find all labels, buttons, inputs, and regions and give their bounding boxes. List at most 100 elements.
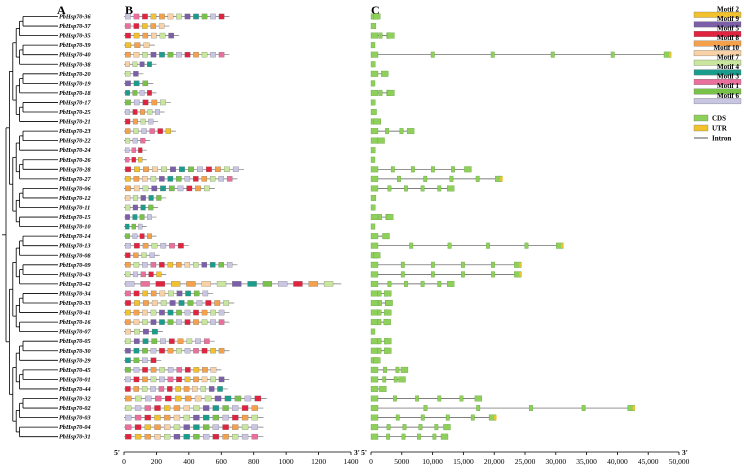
motif-block — [193, 348, 199, 354]
motif-block — [218, 376, 225, 383]
motif-block — [142, 348, 148, 354]
motif-end-label: 3' — [354, 448, 360, 457]
cds-exon — [423, 175, 428, 182]
motif-block — [134, 414, 142, 421]
gene-label: PbHsp70-37 — [59, 23, 92, 30]
gene-label: PbHsp70-39 — [59, 42, 91, 49]
cds-exon — [393, 395, 397, 402]
cds-exon — [386, 424, 391, 431]
gene-label: PbHsp70-01 — [59, 376, 91, 383]
motif-block — [133, 176, 140, 182]
cds-exon — [370, 300, 379, 306]
legend-label: Motif 10 — [714, 44, 740, 52]
motif-block — [201, 319, 208, 325]
motif-block — [232, 281, 242, 287]
motif-block — [193, 405, 200, 411]
motif-block — [203, 405, 210, 411]
motif-block — [154, 405, 161, 411]
motif-tick-label: 0 — [122, 457, 126, 466]
motif-block — [209, 176, 216, 182]
motif-block — [167, 367, 174, 373]
gene-tick-label: 35,000 — [576, 457, 597, 466]
motif-block — [184, 319, 191, 325]
motif-block — [203, 424, 210, 430]
motif-block — [133, 319, 140, 325]
motif-block — [132, 118, 138, 125]
cds-exon — [387, 280, 392, 287]
gene-start-label: 5' — [361, 448, 367, 457]
gene-label: PbHsp70-16 — [59, 319, 92, 326]
motif-block — [125, 176, 131, 182]
motif-block — [159, 13, 165, 20]
cds-exon — [370, 280, 379, 287]
gene-label: PbHsp70-32 — [59, 396, 91, 403]
motif-block — [125, 242, 131, 249]
motif-block — [176, 13, 182, 20]
motif-block — [193, 290, 200, 297]
cds-exon — [490, 51, 495, 58]
cds-exon — [370, 223, 376, 230]
cds-exon — [401, 433, 406, 440]
motif-block — [173, 433, 181, 440]
motif-block — [141, 386, 148, 392]
cds-exon — [384, 338, 392, 345]
motif-block — [132, 204, 138, 211]
cds-exon — [370, 338, 379, 345]
motif-block — [202, 367, 208, 373]
motif-block — [135, 395, 142, 402]
cds-exon — [400, 271, 405, 278]
panel-c-label: C — [371, 3, 380, 17]
motif-block — [148, 118, 154, 125]
motif-block — [210, 51, 216, 58]
motif-block — [151, 32, 157, 39]
motif-block — [125, 214, 130, 220]
gene-label: PbHsp70-19 — [59, 80, 91, 87]
motif-block — [218, 176, 224, 182]
motif-block — [125, 13, 131, 20]
legend-swatch — [693, 11, 742, 18]
motif-block — [150, 376, 157, 383]
motif-block — [131, 223, 136, 230]
motif-block — [159, 319, 165, 325]
motif-block — [232, 433, 239, 440]
cds-exon — [377, 319, 382, 326]
cds-exon — [370, 137, 379, 144]
motif-block — [159, 309, 165, 316]
cds-exon — [430, 51, 435, 58]
motif-block — [210, 13, 216, 20]
motif-block — [323, 281, 334, 287]
cds-exon — [383, 366, 387, 373]
motif-block — [208, 386, 215, 392]
cds-exon — [420, 185, 425, 192]
motif-block — [212, 405, 220, 411]
gene-label: PbHsp70-21 — [59, 119, 91, 126]
motif-block — [133, 367, 140, 373]
legend-label: Motif 3 — [717, 73, 739, 81]
motif-block — [147, 233, 152, 239]
cds-exon — [400, 261, 405, 268]
motif-block — [125, 61, 130, 67]
motif-block — [143, 42, 150, 48]
motif-block — [142, 357, 148, 364]
gene-label: PbHsp70-34 — [59, 290, 91, 297]
motif-block — [187, 300, 194, 306]
motif-block — [203, 433, 210, 440]
legend-swatch — [693, 50, 742, 57]
motif-block — [176, 348, 182, 354]
motif-block — [203, 185, 210, 192]
motif-block — [184, 348, 191, 354]
cds-exon — [370, 242, 379, 249]
motif-block — [251, 424, 258, 430]
motif-block — [214, 300, 221, 306]
cds-exon — [550, 51, 555, 58]
motif-block — [132, 137, 138, 144]
cds-exon — [447, 280, 455, 287]
cds-exon — [404, 185, 408, 192]
gene-label: PbHsp70-04 — [59, 424, 91, 431]
cds-exon — [486, 242, 490, 249]
gene-label: PbHsp70-12 — [59, 195, 91, 202]
motif-block — [144, 424, 151, 430]
motif-block — [150, 23, 156, 29]
motif-block — [205, 166, 212, 173]
panel-b-label: B — [125, 3, 133, 17]
